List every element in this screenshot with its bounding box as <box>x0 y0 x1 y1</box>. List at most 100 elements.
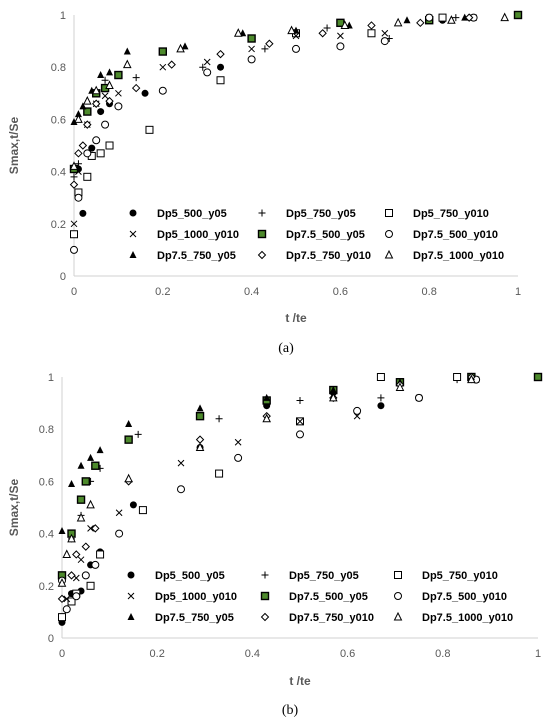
data-point <box>296 430 304 439</box>
data-point <box>415 393 423 402</box>
data-point <box>106 68 114 76</box>
data-point <box>287 25 296 35</box>
data-point <box>203 58 211 66</box>
series-Dp5_1000_y010 <box>70 11 522 228</box>
data-point <box>513 10 523 20</box>
y-tick-label: 1 <box>48 372 54 384</box>
data-point <box>234 453 243 462</box>
data-point <box>91 461 100 470</box>
series-Dp5_1000_y010 <box>63 373 542 603</box>
data-point <box>72 550 81 559</box>
data-point <box>329 392 338 402</box>
data-point <box>234 438 242 446</box>
y-tick-label: 0.2 <box>39 581 54 593</box>
data-point <box>105 80 114 89</box>
legend-marker <box>260 591 270 601</box>
y-tick-label: 0.4 <box>39 529 54 541</box>
data-point <box>74 114 83 123</box>
legend-marker <box>129 209 137 217</box>
data-point <box>88 144 96 152</box>
data-point <box>96 446 104 454</box>
data-point <box>87 525 94 532</box>
data-point <box>141 89 149 97</box>
data-point <box>323 24 331 32</box>
series-Dp7.5_750_y010 <box>69 13 474 189</box>
y-tick-label: 0.8 <box>39 424 54 436</box>
data-point <box>69 161 79 170</box>
data-point <box>248 45 255 53</box>
data-point <box>195 442 205 451</box>
data-point <box>247 55 256 64</box>
data-point <box>167 60 176 69</box>
data-point <box>265 39 274 48</box>
chart-b: 0 0.2 0.4 0.6 0.8 1 0 0.2 0.4 0.6 0.8 1 Smax,t/Se t /… <box>7 372 543 718</box>
data-point <box>247 34 256 43</box>
data-point <box>215 415 223 423</box>
data-point <box>67 571 76 580</box>
data-point <box>296 418 304 425</box>
data-point <box>83 96 92 105</box>
y-tick-label: 0.6 <box>39 476 54 488</box>
legend-item: Dp7.5_500_y010 <box>385 229 498 241</box>
data-point <box>76 495 86 504</box>
legend-item: Dp7.5_500_y05 <box>260 591 368 603</box>
x-tick-label: 0.4 <box>244 286 259 298</box>
x-axis-label: t /te <box>285 311 307 325</box>
series-Dp5_500_y05 <box>74 11 522 217</box>
legend-item: Dp7.5_750_y010 <box>257 250 371 262</box>
data-point <box>58 526 66 534</box>
data-point <box>96 149 105 158</box>
data-point <box>381 29 389 37</box>
legend-item: Dp7.5_500_y05 <box>257 229 365 241</box>
data-point <box>500 12 509 22</box>
legend-item: Dp5_750_y010 <box>394 570 498 582</box>
x-tick-label: 0.2 <box>155 286 170 298</box>
legend-label: Dp7.5_750_y05 <box>157 250 236 262</box>
legend-label: Dp5_750_y010 <box>422 570 498 582</box>
legend-item: Dp5_500_y05 <box>127 570 225 582</box>
data-point <box>292 44 300 53</box>
series-Dp5_500_y05 <box>58 373 542 626</box>
data-point <box>97 71 105 79</box>
legend-item: Dp7.5_1000_y010 <box>384 249 504 262</box>
chart-a: 0 0.2 0.4 0.6 0.8 1 0 0.2 0.4 0.6 0.8 1 Smax,t/Se t /… <box>7 10 523 356</box>
y-axis-label: Smax,t/Se <box>7 116 21 174</box>
x-tick-label: 1 <box>535 648 541 660</box>
legend-label: Dp5_1000_y010 <box>155 591 237 603</box>
data-point <box>67 533 76 543</box>
data-point <box>195 411 205 421</box>
y-tick-label: 0.4 <box>51 167 66 179</box>
data-point <box>533 372 543 382</box>
x-tick-label: 0.8 <box>435 648 450 660</box>
data-point <box>105 96 114 106</box>
legend-label: Dp7.5_500_y05 <box>286 229 365 241</box>
legend-label: Dp7.5_750_y010 <box>286 250 371 262</box>
data-point <box>67 597 76 606</box>
data-point <box>453 373 462 381</box>
legend-label: Dp5_750_y010 <box>413 208 489 220</box>
data-point <box>101 76 109 84</box>
legend-label: Dp5_750_y05 <box>289 570 359 582</box>
data-point <box>83 120 92 129</box>
x-tick-label: 1 <box>515 286 521 298</box>
data-point <box>215 469 224 478</box>
data-point <box>83 172 92 181</box>
series-Dp7.5_500_y010 <box>70 13 478 254</box>
data-point <box>261 45 269 53</box>
y-tick-label: 0.2 <box>51 219 66 231</box>
data-point <box>124 435 133 444</box>
y-tick-label: 0.8 <box>51 62 66 74</box>
data-point <box>81 477 91 486</box>
data-point <box>233 28 243 37</box>
data-point <box>296 396 304 404</box>
legend-item: Dp5_750_y05 <box>258 208 356 220</box>
data-point <box>115 89 122 97</box>
legend-item: Dp5_1000_y010 <box>129 229 239 241</box>
x-tick-label: 0.2 <box>150 648 165 660</box>
legend-label: Dp7.5_1000_y010 <box>413 250 504 262</box>
data-point <box>367 21 376 30</box>
data-point <box>263 393 271 401</box>
data-point <box>176 43 185 53</box>
data-point <box>57 594 67 604</box>
legend-label: Dp7.5_500_y010 <box>422 591 507 603</box>
